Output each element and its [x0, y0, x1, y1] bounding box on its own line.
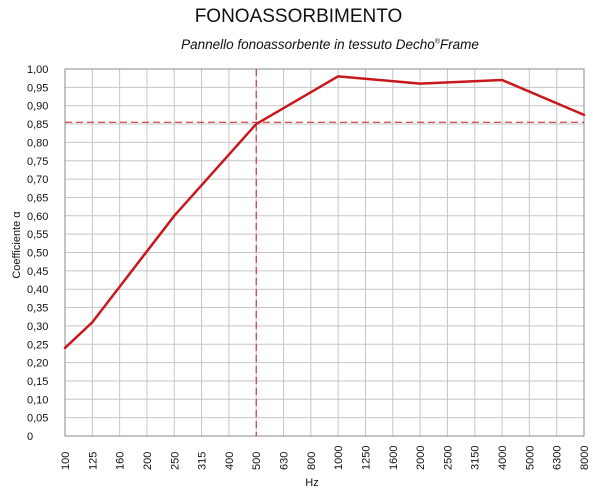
x-tick-5000: 5000 [524, 446, 536, 470]
x-tick-250: 250 [169, 452, 181, 470]
x-tick-630: 630 [279, 452, 291, 470]
x-tick-1250: 1250 [360, 446, 372, 470]
plot-border [64, 68, 585, 437]
x-tick-8000: 8000 [579, 446, 591, 470]
y-tick-11: 0,55 [27, 229, 48, 241]
y-tick-16: 0,80 [27, 137, 48, 149]
x-tick-315: 315 [197, 452, 209, 470]
chart-subtitle: Pannello fonoassorbente in tessuto Decho… [120, 37, 540, 52]
y-tick-3: 0,15 [27, 376, 48, 388]
x-tick-2000: 2000 [415, 446, 427, 470]
y-tick-7: 0,35 [27, 303, 48, 315]
x-tick-800: 800 [306, 452, 318, 470]
y-tick-17: 0,85 [27, 119, 48, 131]
y-tick-13: 0,65 [27, 192, 48, 204]
y-tick-15: 0,75 [27, 156, 48, 168]
subtitle-end: Frame [439, 37, 479, 52]
chart-title: FONOASSORBIMENTO [194, 6, 403, 27]
x-tick-200: 200 [142, 452, 154, 470]
x-tick-100: 100 [60, 452, 72, 470]
y-tick-1: 0,05 [27, 413, 48, 425]
x-tick-4000: 4000 [497, 446, 509, 470]
y-tick-20: 1,00 [27, 64, 48, 76]
x-tick-2500: 2500 [442, 446, 454, 470]
x-tick-500: 500 [251, 452, 263, 470]
y-tick-19: 0,95 [27, 82, 48, 94]
y-tick-6: 0,30 [27, 321, 48, 333]
reference-lines [65, 69, 584, 436]
y-axis-label: Coefficiente α [11, 211, 23, 279]
y-tick-4: 0,20 [27, 358, 48, 370]
y-tick-8: 0,40 [27, 284, 48, 296]
grid [64, 68, 585, 437]
registered-mark: ® [434, 38, 440, 46]
x-tick-125: 125 [87, 452, 99, 470]
x-tick-1600: 1600 [388, 446, 400, 470]
y-tick-5: 0,25 [27, 339, 48, 351]
series-layer [63, 75, 586, 350]
plot-frame [64, 68, 585, 437]
y-tick-2: 0,10 [27, 394, 48, 406]
y-tick-10: 0,50 [27, 248, 48, 260]
x-tick-400: 400 [224, 452, 236, 470]
x-axis-label: Hz [305, 477, 318, 489]
x-tick-6300: 6300 [552, 446, 564, 470]
y-tick-12: 0,60 [27, 211, 48, 223]
y-tick-labels: 0 0,05 0,10 0,15 0,20 0,25 0,30 0,35 0,40 0,45 0,5… [27, 64, 48, 443]
x-tick-3150: 3150 [470, 446, 482, 470]
x-tick-labels: 100 125 160 200 250 315 400 500 630 800 1000 1250 16… [60, 446, 591, 470]
series-line-0 [63, 75, 586, 350]
subtitle-text: Pannello fonoassorbente in tessuto Decho [181, 37, 435, 52]
x-tick-160: 160 [115, 452, 127, 470]
x-tick-1000: 1000 [333, 446, 345, 470]
y-tick-18: 0,90 [27, 101, 48, 113]
y-tick-9: 0,45 [27, 266, 48, 278]
y-tick-14: 0,70 [27, 174, 48, 186]
y-tick-0: 0 [27, 431, 33, 443]
